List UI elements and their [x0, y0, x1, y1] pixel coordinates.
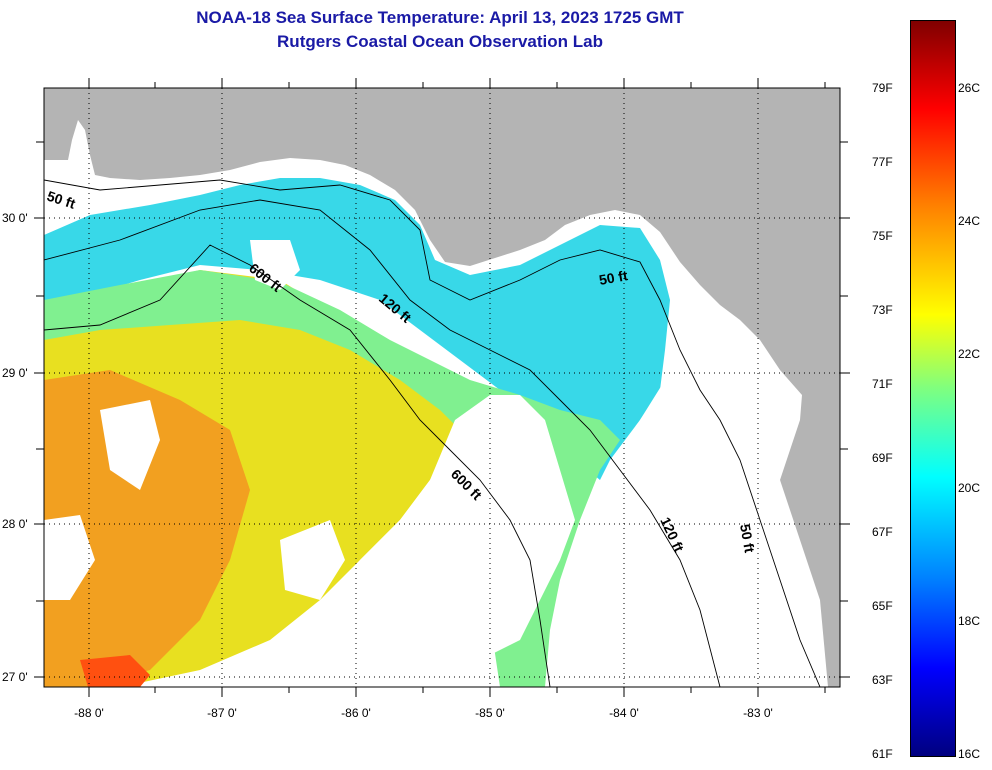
lat-label: 27 0' [2, 670, 28, 684]
no-data-patch [250, 240, 300, 290]
map-frame [43, 87, 841, 688]
lon-label: -87 0' [207, 706, 237, 720]
map-title: NOAA-18 Sea Surface Temperature: April 1… [196, 8, 684, 27]
colorbar-f-label: 71F [872, 377, 893, 391]
contour-label-50ft-south: 50 ft [737, 523, 758, 554]
depth-contours [44, 179, 821, 687]
colorbar-f-label: 67F [872, 525, 893, 539]
contour-600ft-line [44, 244, 551, 687]
lon-label: -86 0' [341, 706, 371, 720]
sst-cool-band [44, 178, 670, 480]
colorbar-c-label: 18C [958, 614, 981, 628]
tick-marks [34, 78, 850, 697]
no-data-patch [330, 395, 575, 660]
colorbar-f-label: 65F [872, 599, 893, 613]
lat-label: 28 0' [2, 517, 28, 531]
colorbar-c-label: 22C [958, 347, 981, 361]
colorbar-f-label: 69F [872, 451, 893, 465]
colorbar-f-label: 61F [872, 747, 893, 761]
lon-label: -85 0' [475, 706, 505, 720]
lat-label: 29 0' [2, 366, 28, 380]
colorbar-c-label: 20C [958, 481, 981, 495]
no-data-patch [100, 400, 160, 490]
colorbar-c-label: 26C [958, 81, 981, 95]
contour-50ft-line [44, 179, 821, 687]
colorbar-f-label: 63F [872, 673, 893, 687]
no-data-patch [44, 515, 95, 600]
sst-orange-region [44, 370, 250, 687]
colorbar-c-label: 24C [958, 214, 981, 228]
colorbar-c-label: 16C [958, 747, 981, 761]
contour-120ft-line [44, 199, 721, 687]
land-mass [44, 88, 840, 687]
map-subtitle: Rutgers Coastal Ocean Observation Lab [277, 32, 603, 51]
lon-label: -88 0' [74, 706, 104, 720]
temperature-colorbar [910, 20, 956, 757]
colorbar-f-label: 77F [872, 155, 893, 169]
colorbar-f-label: 73F [872, 303, 893, 317]
no-data-patch [560, 370, 828, 687]
colorbar-f-label: 79F [872, 81, 893, 95]
lon-label: -84 0' [609, 706, 639, 720]
contour-label-50ft-east: 50 ft [598, 267, 629, 288]
lat-label: 30 0' [2, 211, 28, 225]
sst-hot-region [80, 655, 150, 687]
colorbar-f-label: 75F [872, 229, 893, 243]
lon-label: -83 0' [743, 706, 773, 720]
no-data-patch [280, 520, 345, 600]
